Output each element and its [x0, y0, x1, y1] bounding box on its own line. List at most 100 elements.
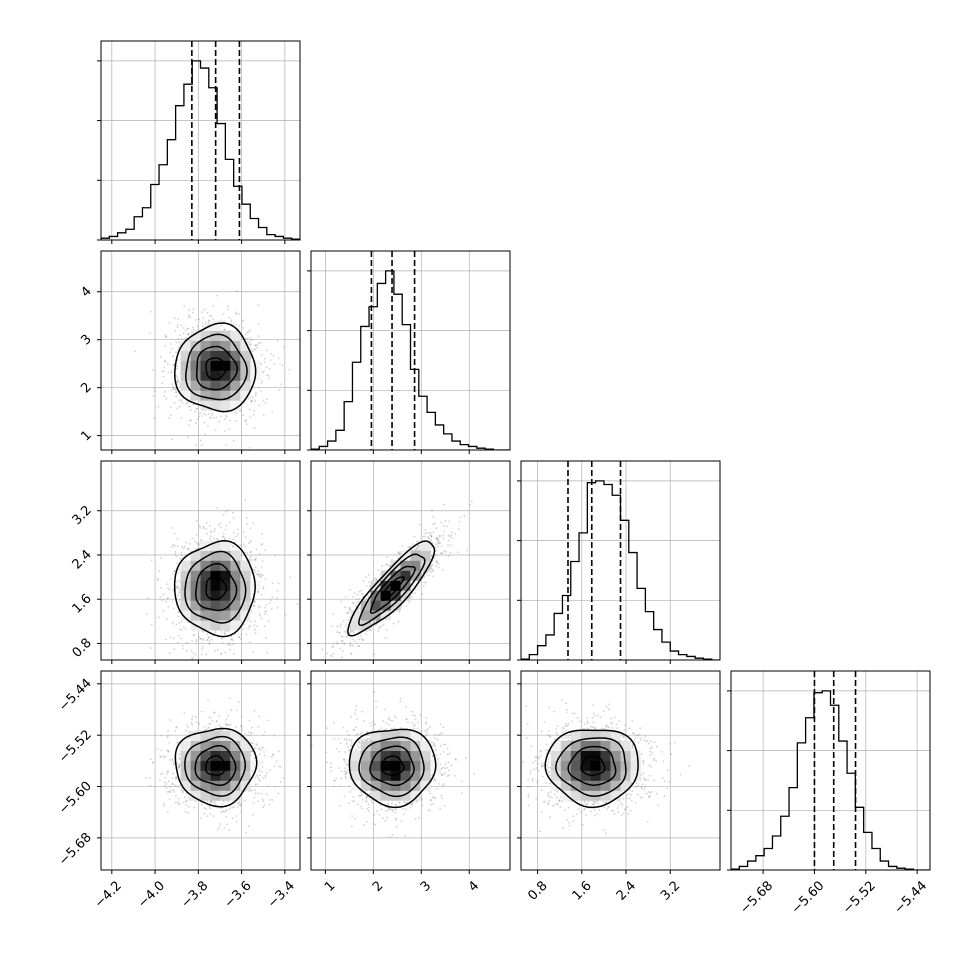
- sample-point: [159, 596, 162, 599]
- sample-point: [221, 642, 224, 644]
- density-cell: [220, 610, 231, 621]
- sample-point: [265, 374, 268, 377]
- sample-point: [405, 605, 408, 607]
- sample-point: [238, 636, 241, 638]
- sample-point: [433, 522, 436, 525]
- sample-point: [423, 532, 426, 535]
- sample-point: [189, 419, 191, 422]
- density-cell: [230, 380, 241, 391]
- density-cell: [210, 380, 221, 391]
- density-cell: [180, 350, 191, 361]
- sample-point: [178, 381, 180, 384]
- sample-point: [260, 543, 263, 546]
- sample-point: [259, 606, 261, 609]
- sample-point: [348, 632, 351, 635]
- sample-point: [146, 613, 149, 615]
- sample-point: [209, 417, 212, 419]
- sample-point: [149, 332, 151, 334]
- sample-point: [443, 503, 445, 506]
- sample-point: [438, 534, 441, 537]
- panel-frame-0-0: [100, 40, 301, 241]
- sample-point: [265, 636, 267, 639]
- sample-point: [170, 389, 173, 392]
- sample-point: [240, 810, 243, 813]
- sample-point: [176, 407, 178, 410]
- sample-point: [366, 594, 369, 597]
- sample-point: [276, 606, 279, 609]
- scatter-panel-2-0: [97, 461, 300, 674]
- sample-point: [228, 537, 231, 540]
- sample-point: [176, 383, 179, 385]
- sample-point: [385, 628, 388, 631]
- sample-point: [209, 315, 212, 317]
- sample-point: [249, 550, 252, 553]
- sample-point: [172, 388, 175, 390]
- sample-point: [249, 329, 251, 332]
- sample-point: [227, 308, 229, 311]
- sample-point: [209, 524, 211, 527]
- sample-point: [430, 539, 433, 541]
- sample-point: [272, 354, 275, 357]
- sample-point: [222, 810, 225, 812]
- sample-point: [243, 401, 246, 404]
- sample-point: [248, 641, 251, 644]
- sample-point: [206, 638, 209, 641]
- sample-point: [279, 781, 282, 784]
- contour-2-1-3: [347, 540, 436, 637]
- sample-point: [180, 551, 183, 554]
- sample-point: [440, 552, 443, 554]
- sample-point: [427, 535, 429, 538]
- sample-point: [385, 564, 387, 566]
- sample-point: [166, 770, 168, 773]
- sample-point: [228, 724, 231, 726]
- sample-point: [215, 416, 218, 419]
- sample-point: [225, 414, 228, 417]
- sample-point: [182, 801, 185, 804]
- sample-point: [242, 738, 245, 740]
- sample-point: [249, 551, 252, 554]
- density-cell: [240, 390, 251, 401]
- sample-point: [185, 800, 187, 803]
- sample-point: [171, 600, 174, 603]
- sample-point: [235, 535, 237, 538]
- sample-point: [224, 510, 227, 513]
- sample-point: [368, 581, 370, 584]
- sample-point: [332, 613, 334, 615]
- sample-point: [262, 746, 265, 749]
- density-cell: [240, 600, 251, 611]
- sample-point: [208, 636, 211, 639]
- sample-point: [188, 424, 191, 426]
- density-cell: [230, 360, 241, 371]
- sample-point: [223, 320, 225, 323]
- sample-point: [257, 304, 260, 306]
- density-cell: [200, 600, 211, 611]
- sample-point: [424, 535, 426, 538]
- sample-point: [252, 414, 255, 416]
- sample-point: [186, 641, 189, 644]
- sample-point: [351, 630, 354, 632]
- sample-point: [230, 672, 232, 674]
- sample-point: [169, 785, 172, 788]
- sample-point: [240, 724, 242, 727]
- sample-point: [264, 613, 267, 615]
- sample-point: [227, 630, 230, 632]
- sample-point: [262, 586, 265, 589]
- sample-point: [172, 385, 174, 388]
- sample-point: [261, 380, 264, 382]
- sample-point: [254, 783, 257, 786]
- sample-point: [345, 631, 348, 633]
- sample-point: [180, 620, 183, 623]
- sample-point: [171, 621, 174, 624]
- sample-point: [183, 626, 185, 628]
- sample-point: [249, 540, 252, 543]
- sample-point: [243, 623, 246, 626]
- density-cell: [390, 600, 401, 611]
- sample-point: [254, 344, 257, 347]
- sample-point: [209, 416, 212, 419]
- sample-point: [258, 573, 261, 576]
- sample-point: [437, 545, 439, 548]
- density-cell: [220, 340, 231, 351]
- sample-point: [436, 539, 439, 541]
- sample-point: [246, 523, 249, 526]
- sample-point: [165, 638, 167, 641]
